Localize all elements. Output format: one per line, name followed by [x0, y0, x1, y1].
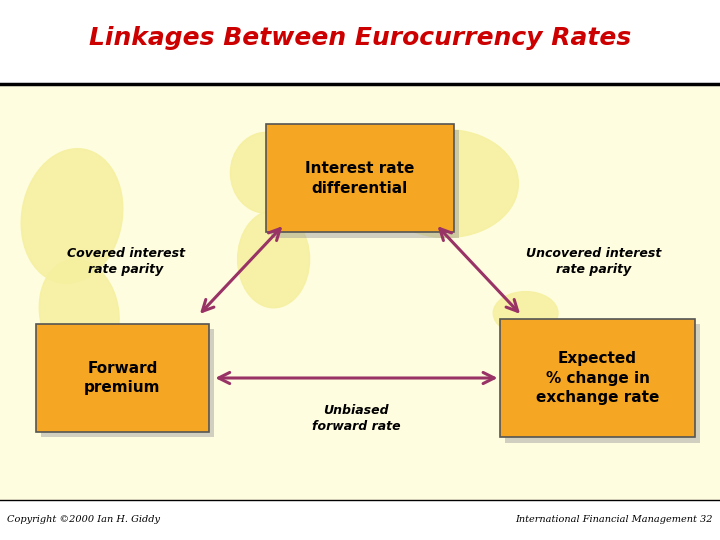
FancyBboxPatch shape — [271, 130, 459, 238]
Text: Expected
% change in
exchange rate: Expected % change in exchange rate — [536, 350, 660, 406]
Ellipse shape — [238, 211, 310, 308]
Ellipse shape — [374, 130, 518, 238]
FancyBboxPatch shape — [266, 124, 454, 232]
Text: Forward
premium: Forward premium — [84, 361, 161, 395]
Text: Covered interest
rate parity: Covered interest rate parity — [67, 247, 185, 276]
FancyBboxPatch shape — [36, 324, 209, 432]
Text: Interest rate
differential: Interest rate differential — [305, 161, 415, 195]
FancyBboxPatch shape — [41, 329, 214, 437]
Text: Uncovered interest
rate parity: Uncovered interest rate parity — [526, 247, 662, 276]
Text: Unbiased
forward rate: Unbiased forward rate — [312, 404, 401, 433]
Text: Copyright ©2000 Ian H. Giddy: Copyright ©2000 Ian H. Giddy — [7, 515, 160, 524]
Text: International Financial Management 32: International Financial Management 32 — [516, 515, 713, 524]
FancyBboxPatch shape — [500, 319, 695, 437]
FancyBboxPatch shape — [0, 84, 720, 500]
Ellipse shape — [493, 292, 558, 335]
FancyBboxPatch shape — [505, 324, 700, 443]
Ellipse shape — [40, 259, 119, 367]
Ellipse shape — [230, 132, 302, 213]
Text: Linkages Between Eurocurrency Rates: Linkages Between Eurocurrency Rates — [89, 26, 631, 50]
Ellipse shape — [21, 148, 123, 284]
